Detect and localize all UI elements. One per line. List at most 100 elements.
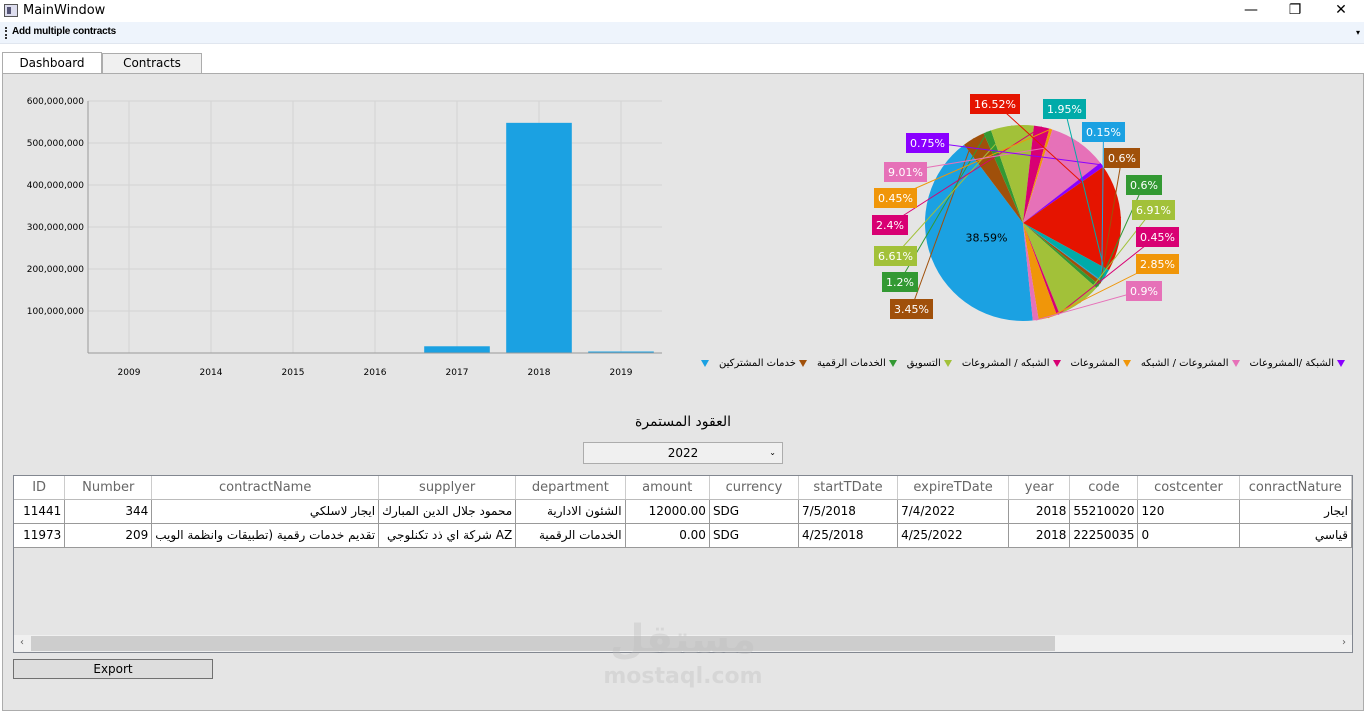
table-cell[interactable]: الخدمات الرقمية bbox=[515, 523, 626, 548]
pie-slice[interactable] bbox=[1023, 223, 1109, 281]
legend-label: الشبكه / المشروعات bbox=[961, 358, 1050, 369]
pie-slice[interactable] bbox=[1023, 223, 1103, 282]
table-row[interactable]: 11441 344 ايجار لاسلكي محمود جلال الدين الم… bbox=[14, 499, 1352, 524]
table-cell[interactable]: 2018 bbox=[1008, 523, 1071, 548]
table-cell[interactable]: 0 bbox=[1137, 523, 1240, 548]
pie-slice[interactable] bbox=[1023, 223, 1039, 321]
table-row[interactable]: 11973 209 تقديم خدمات رقمية (تطبيقات وانظم… bbox=[14, 523, 1352, 548]
pie-slice[interactable] bbox=[1023, 223, 1057, 320]
legend-marker-icon bbox=[1052, 359, 1061, 367]
legend-label: المشروعات / الشبكه bbox=[1140, 358, 1229, 369]
column-header[interactable]: year bbox=[1008, 476, 1071, 500]
bar-2017[interactable] bbox=[424, 346, 490, 353]
table-cell[interactable]: SDG bbox=[709, 499, 799, 524]
x-tick-label: 2018 bbox=[528, 368, 551, 378]
column-header[interactable]: code bbox=[1069, 476, 1139, 500]
pie-slice[interactable] bbox=[1023, 223, 1097, 314]
bar-2018[interactable] bbox=[506, 122, 572, 353]
minimize-button[interactable]: — bbox=[1244, 2, 1258, 18]
scrollbar-thumb[interactable] bbox=[31, 636, 1055, 651]
table-cell[interactable]: قياسي bbox=[1239, 523, 1352, 548]
pie-slice[interactable] bbox=[1023, 129, 1101, 223]
pie-slice[interactable] bbox=[925, 144, 1033, 321]
table-cell[interactable]: 11973 bbox=[14, 523, 66, 548]
table-cell[interactable]: 55210020 bbox=[1069, 499, 1139, 524]
y-tick-label: 600,000,000 bbox=[27, 97, 85, 107]
yearly-bar-chart: 100,000,000 200,000,000 300,000,000 400,000… bbox=[27, 97, 662, 378]
add-multiple-contracts-button[interactable]: Add multiple contracts bbox=[12, 26, 116, 37]
pie-slice[interactable] bbox=[1023, 166, 1121, 271]
table-cell[interactable]: 344 bbox=[64, 499, 153, 524]
toolbar-grip-icon[interactable] bbox=[5, 27, 7, 39]
pie-label-box bbox=[884, 162, 927, 182]
pie-slice[interactable] bbox=[1023, 125, 1050, 223]
table-cell[interactable]: 209 bbox=[64, 523, 153, 548]
pie-label-box bbox=[1043, 99, 1086, 119]
column-header[interactable]: supplyer bbox=[378, 476, 517, 500]
pie-data-label: 3.45% bbox=[894, 303, 929, 316]
year-select-value: 2022 bbox=[667, 446, 699, 460]
pie-slice[interactable] bbox=[1023, 223, 1100, 288]
table-cell[interactable]: 7/4/2022 bbox=[897, 499, 1010, 524]
table-cell[interactable]: 120 bbox=[1137, 499, 1240, 524]
scroll-left-icon[interactable]: ‹ bbox=[20, 637, 24, 648]
pie-slice[interactable] bbox=[983, 130, 1023, 223]
table-cell[interactable]: محمود جلال الدين المبارك bbox=[378, 499, 517, 524]
maximize-button[interactable]: ❐ bbox=[1288, 2, 1302, 18]
table-cell[interactable]: 4/25/2018 bbox=[798, 523, 899, 548]
table-cell[interactable]: 2018 bbox=[1008, 499, 1071, 524]
column-header[interactable]: Number bbox=[64, 476, 153, 500]
column-header[interactable]: ID bbox=[14, 476, 66, 500]
column-header[interactable]: conractNature bbox=[1239, 476, 1352, 500]
table-cell[interactable]: ايجار لاسلكي bbox=[151, 499, 380, 524]
toolbar: Add multiple contracts ▾ bbox=[0, 22, 1364, 44]
bar-2019[interactable] bbox=[588, 351, 654, 354]
pie-label-box bbox=[874, 246, 917, 266]
column-header[interactable]: startTDate bbox=[798, 476, 899, 500]
table-cell[interactable]: SDG bbox=[709, 523, 799, 548]
pie-slice[interactable] bbox=[1023, 128, 1053, 223]
column-header[interactable]: expireTDate bbox=[897, 476, 1010, 500]
department-pie-chart: 38.59% 3.45% 1.2% 6.61% 2.4% 0.45% 9.01% 0.75% 1… bbox=[872, 94, 1179, 321]
table-cell[interactable]: 4/25/2022 bbox=[897, 523, 1010, 548]
table-cell[interactable]: 22250035 bbox=[1069, 523, 1139, 548]
pie-slice[interactable] bbox=[964, 133, 1023, 223]
pie-data-label: 0.9% bbox=[1130, 285, 1158, 298]
table-cell[interactable]: 12000.00 bbox=[625, 499, 710, 524]
legend-label: خدمات المشتركين bbox=[719, 358, 796, 369]
pie-slice[interactable] bbox=[991, 125, 1034, 223]
legend-item bbox=[698, 358, 710, 369]
horizontal-scrollbar[interactable]: ‹ › bbox=[14, 635, 1352, 652]
column-header[interactable]: costcenter bbox=[1137, 476, 1240, 500]
table-cell[interactable]: AZ شركة اي ذد تكنلوجي bbox=[378, 523, 517, 548]
export-button[interactable]: Export bbox=[13, 659, 213, 679]
pie-leader-line bbox=[1099, 156, 1123, 284]
table-cell[interactable]: تقديم خدمات رقمية (تطبيقات وانظمة الويب bbox=[151, 523, 380, 548]
year-select[interactable]: 2022 ⌄ bbox=[583, 442, 783, 464]
legend-label: المشروعات bbox=[1070, 358, 1120, 369]
pie-slice[interactable] bbox=[1023, 162, 1104, 223]
toolbar-overflow-icon[interactable]: ▾ bbox=[1355, 28, 1360, 37]
legend-item: التسويق bbox=[907, 358, 952, 369]
contracts-grid[interactable]: ID Number contractName supplyer department am… bbox=[13, 475, 1353, 653]
pie-slice[interactable] bbox=[1023, 223, 1060, 315]
pie-slice[interactable] bbox=[1023, 223, 1102, 285]
column-header[interactable]: currency bbox=[709, 476, 799, 500]
table-cell[interactable]: 7/5/2018 bbox=[798, 499, 899, 524]
column-header[interactable]: contractName bbox=[151, 476, 380, 500]
table-cell[interactable]: 11441 bbox=[14, 499, 66, 524]
tab-contracts[interactable]: Contracts bbox=[102, 53, 202, 74]
legend-marker-icon bbox=[701, 359, 710, 367]
table-cell[interactable]: الشئون الادارية bbox=[515, 499, 626, 524]
column-header[interactable]: department bbox=[515, 476, 626, 500]
table-cell[interactable]: 0.00 bbox=[625, 523, 710, 548]
column-header[interactable]: amount bbox=[625, 476, 710, 500]
legend-label: الشبكة /المشروعات bbox=[1249, 358, 1335, 369]
pie-data-label: 38.59% bbox=[966, 231, 1008, 244]
tab-dashboard[interactable]: Dashboard bbox=[2, 52, 102, 74]
window-title: MainWindow bbox=[23, 3, 106, 18]
table-cell[interactable]: ايجار bbox=[1239, 499, 1352, 524]
pie-data-label: 16.52% bbox=[974, 98, 1016, 111]
scroll-right-icon[interactable]: › bbox=[1342, 637, 1346, 648]
close-button[interactable]: ✕ bbox=[1335, 2, 1347, 18]
